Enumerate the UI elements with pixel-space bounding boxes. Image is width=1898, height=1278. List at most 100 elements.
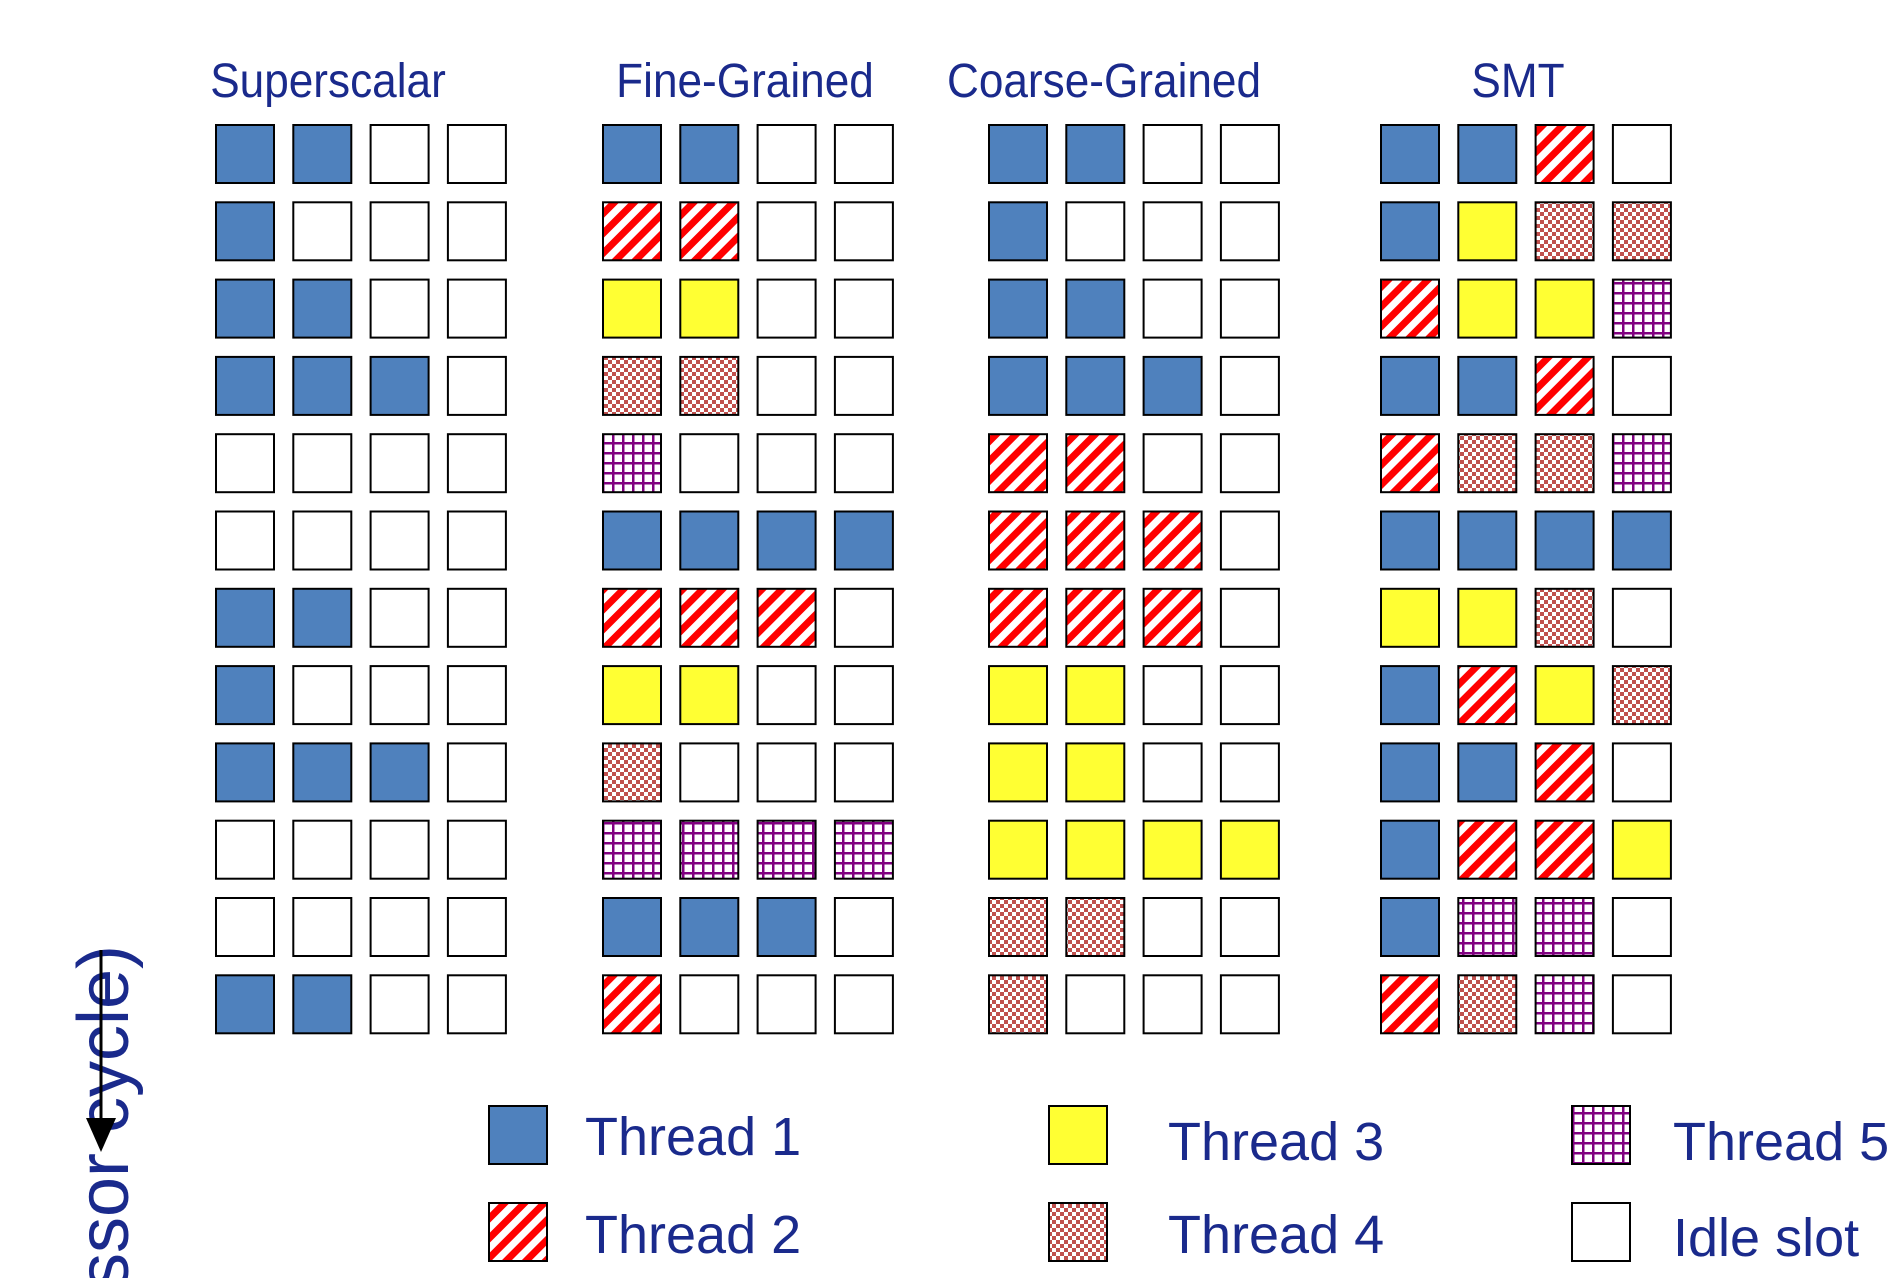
thread4-slot: [988, 974, 1048, 1035]
idle-slot: [1065, 974, 1126, 1035]
idle-slot: [833, 587, 894, 648]
time-axis-label: Time (processor cycle): [64, 945, 144, 1278]
thread2-slot: [602, 587, 662, 648]
thread3-slot: [1457, 587, 1518, 648]
thread1-slot: [215, 355, 275, 416]
thread5-slot: [756, 819, 817, 880]
idle-slot: [446, 665, 507, 726]
thread3-slot: [1142, 819, 1203, 880]
thread2-slot: [1380, 974, 1440, 1035]
idle-slot: [446, 819, 507, 880]
thread1-slot: [679, 897, 740, 957]
idle-slot: [1142, 974, 1203, 1035]
thread2-slot: [1142, 587, 1203, 648]
thread3-slot: [1534, 278, 1595, 339]
idle-slot: [369, 278, 430, 339]
thread1-slot: [292, 355, 353, 416]
panel-title: Coarse-Grained: [947, 53, 1261, 107]
idle-slot: [1219, 124, 1280, 184]
thread3-slot: [988, 742, 1048, 803]
idle-slot: [1219, 897, 1280, 957]
idle-slot: [756, 201, 817, 262]
legend-swatch-thread5-slot: [1571, 1105, 1631, 1165]
idle-slot: [446, 124, 507, 184]
thread3-slot: [602, 278, 662, 339]
idle-slot: [1219, 355, 1280, 416]
legend-item: Thread 1: [488, 1105, 801, 1167]
thread3-slot: [1380, 587, 1440, 648]
legend-item: Thread 3: [1048, 1105, 1384, 1172]
legend-label: Thread 3: [1168, 1112, 1384, 1172]
thread1-slot: [1380, 510, 1440, 571]
legend-item: Idle slot: [1571, 1202, 1859, 1268]
idle-slot: [446, 587, 507, 648]
thread4-slot: [1065, 897, 1126, 957]
thread1-slot: [292, 124, 353, 184]
thread1-slot: [1380, 819, 1440, 880]
panel-title: Superscalar: [210, 53, 446, 107]
legend-swatch-thread3-slot: [1048, 1105, 1108, 1165]
thread1-slot: [1065, 355, 1126, 416]
idle-slot: [1219, 278, 1280, 339]
idle-slot: [833, 433, 894, 494]
idle-slot: [369, 433, 430, 494]
thread1-slot: [602, 510, 662, 571]
idle-slot: [446, 355, 507, 416]
thread4-slot: [602, 355, 662, 416]
thread1-slot: [292, 587, 353, 648]
legend-label: Idle slot: [1673, 1208, 1859, 1268]
legend-item: Thread 2: [488, 1202, 801, 1265]
idle-slot: [679, 742, 740, 803]
idle-slot: [833, 201, 894, 262]
thread5-slot: [1611, 278, 1672, 339]
thread1-slot: [1380, 897, 1440, 957]
thread4-slot: [1611, 665, 1672, 726]
idle-slot: [1219, 201, 1280, 262]
idle-slot: [1219, 974, 1280, 1035]
idle-slot: [369, 897, 430, 957]
idle-slot: [1219, 742, 1280, 803]
thread1-slot: [833, 510, 894, 571]
idle-slot: [446, 510, 507, 571]
thread3-slot: [1611, 819, 1672, 880]
panel-fine-grained: Fine-Grained: [602, 53, 894, 1035]
idle-slot: [1142, 742, 1203, 803]
thread3-slot: [679, 278, 740, 339]
thread1-slot: [292, 278, 353, 339]
idle-slot: [292, 819, 353, 880]
legend-swatch-thread2-slot: [488, 1202, 548, 1262]
thread2-slot: [1534, 742, 1595, 803]
idle-slot: [1065, 201, 1126, 262]
idle-slot: [292, 897, 353, 957]
idle-slot: [1142, 278, 1203, 339]
thread2-slot: [1142, 510, 1203, 571]
thread1-slot: [292, 742, 353, 803]
thread4-slot: [1534, 587, 1595, 648]
thread3-slot: [1534, 665, 1595, 726]
idle-slot: [215, 510, 275, 571]
idle-slot: [446, 742, 507, 803]
idle-slot: [1142, 433, 1203, 494]
thread4-slot: [1457, 433, 1518, 494]
time-axis-arrowhead: [86, 1118, 116, 1152]
idle-slot: [833, 124, 894, 184]
legend-item: Thread 4: [1048, 1202, 1384, 1265]
thread1-slot: [1380, 201, 1440, 262]
idle-slot: [292, 201, 353, 262]
idle-slot: [292, 433, 353, 494]
idle-slot: [1611, 124, 1672, 184]
thread2-slot: [1534, 355, 1595, 416]
thread1-slot: [602, 897, 662, 957]
thread1-slot: [1457, 510, 1518, 571]
panel-title: SMT: [1471, 53, 1564, 107]
idle-slot: [1611, 587, 1672, 648]
idle-slot: [833, 665, 894, 726]
idle-slot: [369, 510, 430, 571]
idle-slot: [833, 278, 894, 339]
panel-superscalar: Superscalar: [210, 53, 507, 1035]
thread3-slot: [1065, 665, 1126, 726]
idle-slot: [756, 124, 817, 184]
thread1-slot: [215, 278, 275, 339]
thread1-slot: [292, 974, 353, 1035]
thread2-slot: [1534, 124, 1595, 184]
